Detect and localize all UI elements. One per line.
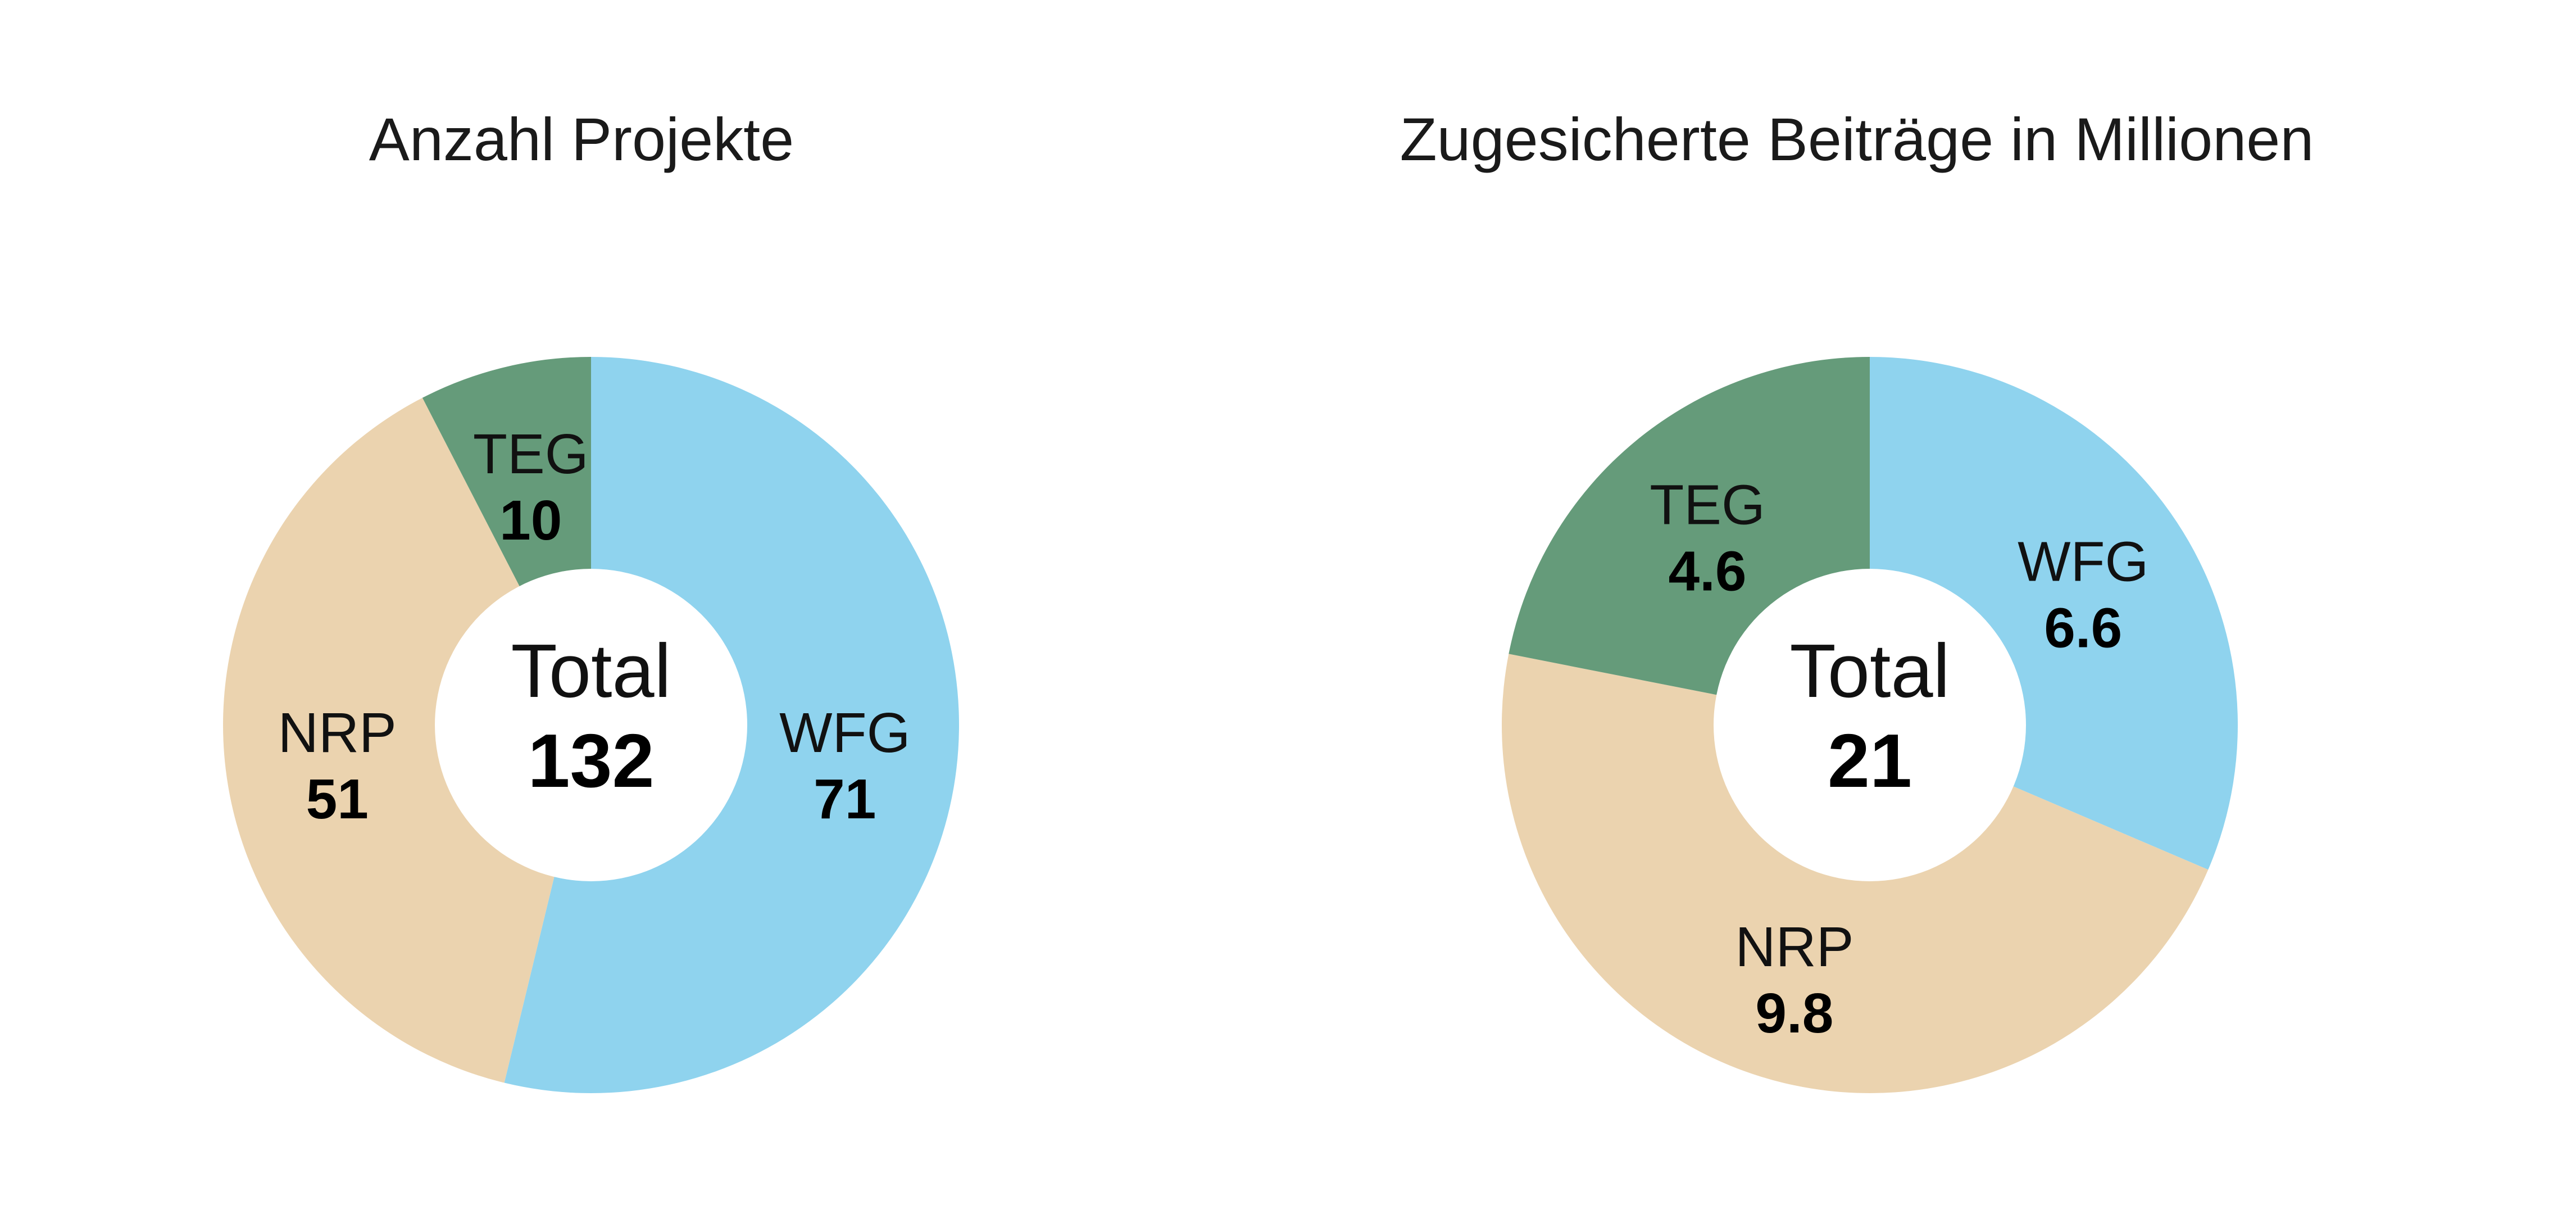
slice-label-nrp: NRP	[1735, 916, 1853, 979]
slice-value-teg: 4.6	[1668, 540, 1746, 603]
center-total-value: 21	[1828, 718, 1912, 803]
slice-label-teg: TEG	[1650, 474, 1765, 537]
center-total-value: 132	[528, 718, 654, 803]
slice-value-nrp: 51	[306, 768, 369, 831]
donut-hole	[1714, 569, 2026, 881]
slice-value-wfg: 71	[814, 768, 876, 831]
center-total-label: Total	[1789, 628, 1950, 713]
slice-nrp	[222, 397, 591, 1083]
chart-title: Zugesicherte Beiträge in Millionen	[1400, 105, 2314, 173]
donut-hole	[435, 569, 747, 881]
slice-label-wfg: WFG	[779, 701, 910, 764]
slice-value-nrp: 9.8	[1755, 982, 1833, 1045]
slice-value-teg: 10	[499, 489, 562, 552]
slice-label-wfg: WFG	[2018, 530, 2148, 593]
slice-label-teg: TEG	[473, 423, 589, 486]
center-total-label: Total	[511, 628, 671, 713]
chart-title: Anzahl Projekte	[369, 105, 794, 173]
slice-label-nrp: NRP	[278, 701, 397, 764]
slice-value-wfg: 6.6	[2044, 596, 2122, 659]
donut-chart-contributions: Zugesicherte Beiträge in Millionen Total…	[1400, 105, 2314, 1093]
